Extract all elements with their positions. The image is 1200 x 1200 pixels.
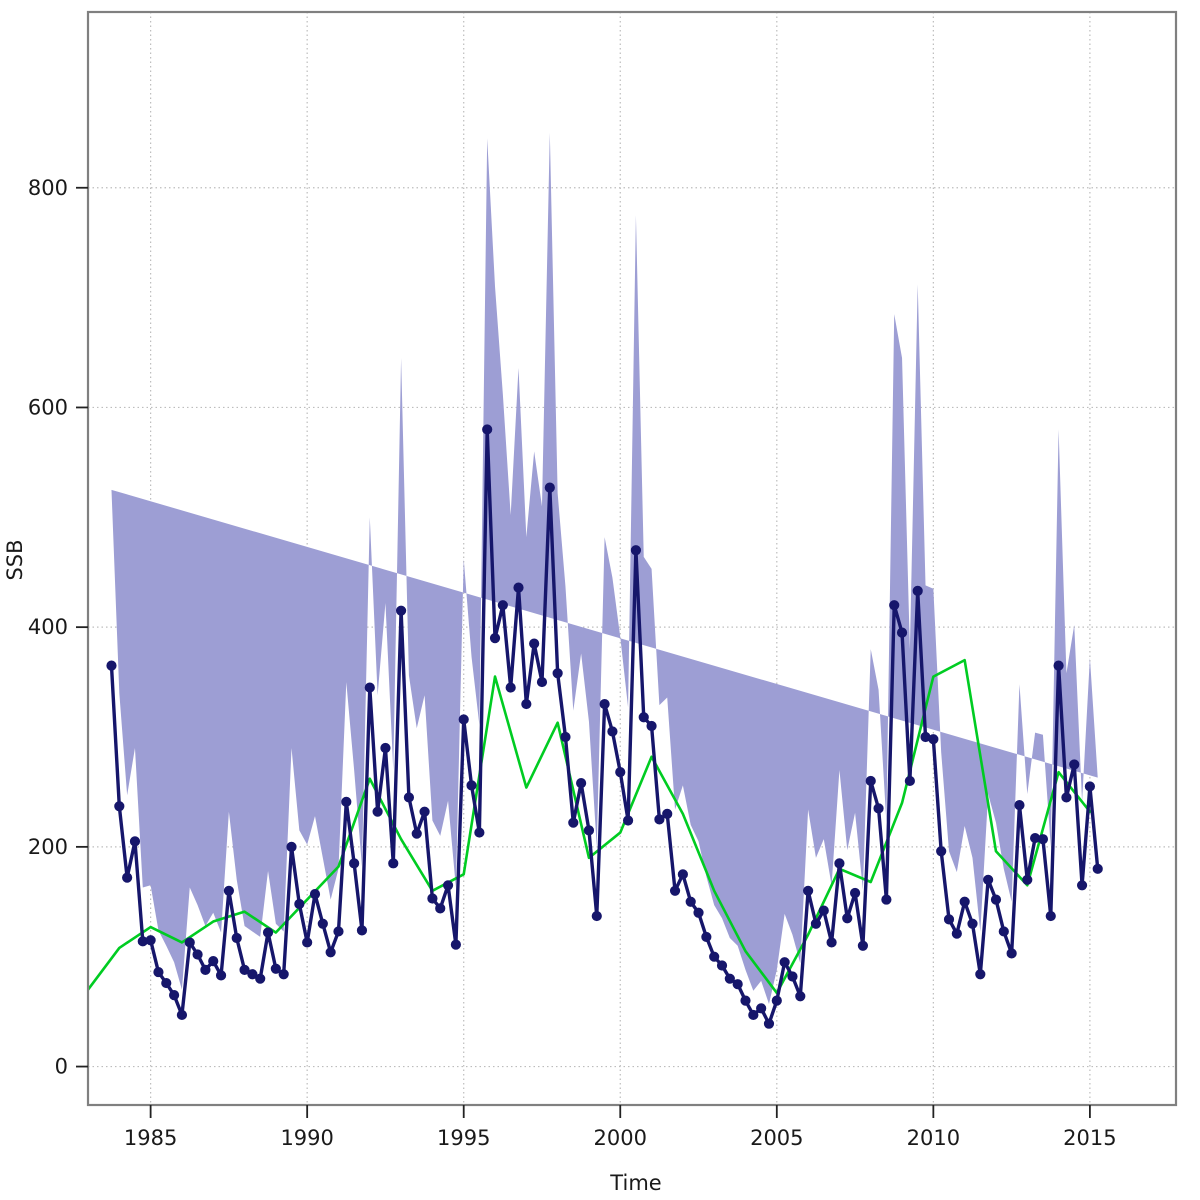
x-tick-label: 2000 (594, 1126, 647, 1150)
x-tick-label: 2010 (907, 1126, 960, 1150)
quarterly-estimate-line (106, 424, 1103, 1029)
axis-tick-labels: 0 200 400 600 800 1985 1990 1995 2000 2005 2010 201… (28, 176, 1117, 1150)
x-tick-label: 2015 (1063, 1126, 1116, 1150)
confidence-band (111, 132, 1098, 1004)
y-tick-label: 400 (28, 615, 68, 639)
x-tick-label: 1985 (124, 1126, 177, 1150)
x-tick-label: 1995 (437, 1126, 490, 1150)
x-tick-label: 2005 (750, 1126, 803, 1150)
y-tick-label: 0 (55, 1055, 68, 1079)
axis-ticks (76, 186, 1091, 1118)
y-tick-label: 200 (28, 835, 68, 859)
y-tick-label: 800 (28, 176, 68, 200)
x-axis-title: Time (609, 1171, 661, 1195)
x-tick-label: 1990 (280, 1126, 333, 1150)
y-axis-title: SSB (3, 539, 27, 580)
plot-frame (86, 10, 1178, 1107)
y-tick-label: 600 (28, 395, 68, 419)
